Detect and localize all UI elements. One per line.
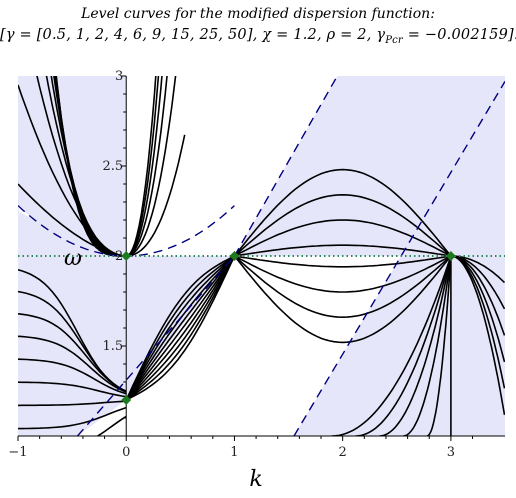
shade-region-middle <box>126 256 235 400</box>
level-curve-right-lens <box>234 255 452 268</box>
dashed-asymptote <box>76 255 235 436</box>
level-curve-middle-bundle <box>125 256 234 401</box>
level-curve-middle-bundle <box>125 257 235 401</box>
fixed-point-marker <box>445 251 456 261</box>
level-curves <box>18 76 505 436</box>
dashed-asymptote <box>293 81 505 436</box>
level-curve-lower-right <box>403 259 452 436</box>
rho-value: ρ = 2 <box>326 27 367 43</box>
shade-region-lower-right <box>294 81 505 436</box>
level-curve-lower-right <box>331 259 451 436</box>
y-tick-label: 3 <box>115 69 123 84</box>
level-curve-middle-bundle <box>125 257 235 401</box>
level-curve-middle-bundle <box>125 257 235 401</box>
level-curve-right-lens <box>234 244 452 257</box>
x-tick-label: 2 <box>339 445 347 460</box>
level-curve-upper-middle <box>126 134 186 257</box>
fixed-points <box>121 251 456 405</box>
level-curve-middle-bundle <box>125 255 234 401</box>
level-curve-lower-left <box>18 400 127 407</box>
x-axis-label: k <box>249 467 262 492</box>
level-curve-upper-middle <box>126 76 177 257</box>
level-curve-lower-left <box>96 415 127 436</box>
level-curve-right-lens <box>234 219 452 257</box>
gamma-list: γ = [0.5, 1, 2, 4, 6, 9, 15, 25, 50] <box>5 27 253 43</box>
level-curve-lower-left <box>18 313 127 393</box>
level-curve-lower-left <box>18 358 127 395</box>
level-curve-right-lens <box>234 255 452 293</box>
x-tick-label: 3 <box>447 445 455 460</box>
gamma-pcr-symbol: γ <box>376 27 386 43</box>
x-tick-label: −1 <box>8 445 27 460</box>
title-line: Level curves for the modified dispersion… <box>81 6 435 22</box>
y-tick-label: 1.5 <box>103 339 124 354</box>
gamma-pcr-value: = −0.002159 <box>407 27 509 43</box>
y-axis-label: ω <box>64 246 82 271</box>
y-tick-label: 2.5 <box>103 159 124 174</box>
level-curve-lower-right <box>379 259 451 436</box>
level-curve-middle-bundle <box>125 256 235 401</box>
x-tick-label: 1 <box>230 445 238 460</box>
level-curve-middle-bundle <box>125 257 235 401</box>
level-curve-right-lens <box>233 193 452 257</box>
parameter-formula: [γ = [0.5, 1, 2, 4, 6, 9, 15, 25, 50], χ… <box>0 27 516 46</box>
fixed-point-marker <box>121 251 132 261</box>
x-tick-label: 0 <box>122 445 130 460</box>
level-curve-lower-left <box>18 406 127 430</box>
level-curve-middle-bundle <box>125 256 234 401</box>
chi-value: χ = 1.2 <box>262 27 317 43</box>
level-curve-upper-middle <box>125 76 157 257</box>
fixed-point-marker <box>229 251 240 261</box>
level-curve-lower-left <box>18 381 127 398</box>
level-curve-right-lens <box>233 255 452 319</box>
chart-title: Level curves for the modified dispersion… <box>0 4 516 52</box>
level-curve-lower-right <box>426 259 452 436</box>
level-curve-upper-middle <box>125 76 160 257</box>
level-curve-lower-left <box>18 335 127 393</box>
level-curve-right-lens <box>233 168 452 257</box>
level-curve-upper-middle <box>126 76 163 257</box>
level-curve-right-lens <box>233 255 452 344</box>
level-curve-middle-bundle <box>125 257 235 401</box>
level-curve-lower-right <box>355 259 451 436</box>
dashed-asymptote <box>233 76 338 257</box>
gamma-pcr-subscript: Pcr <box>385 34 403 46</box>
level-curve-upper-middle <box>126 76 168 257</box>
y-tick-label: 2 <box>115 249 123 264</box>
level-curve-right-tail <box>450 255 505 415</box>
level-curve-upper-left <box>55 76 122 257</box>
